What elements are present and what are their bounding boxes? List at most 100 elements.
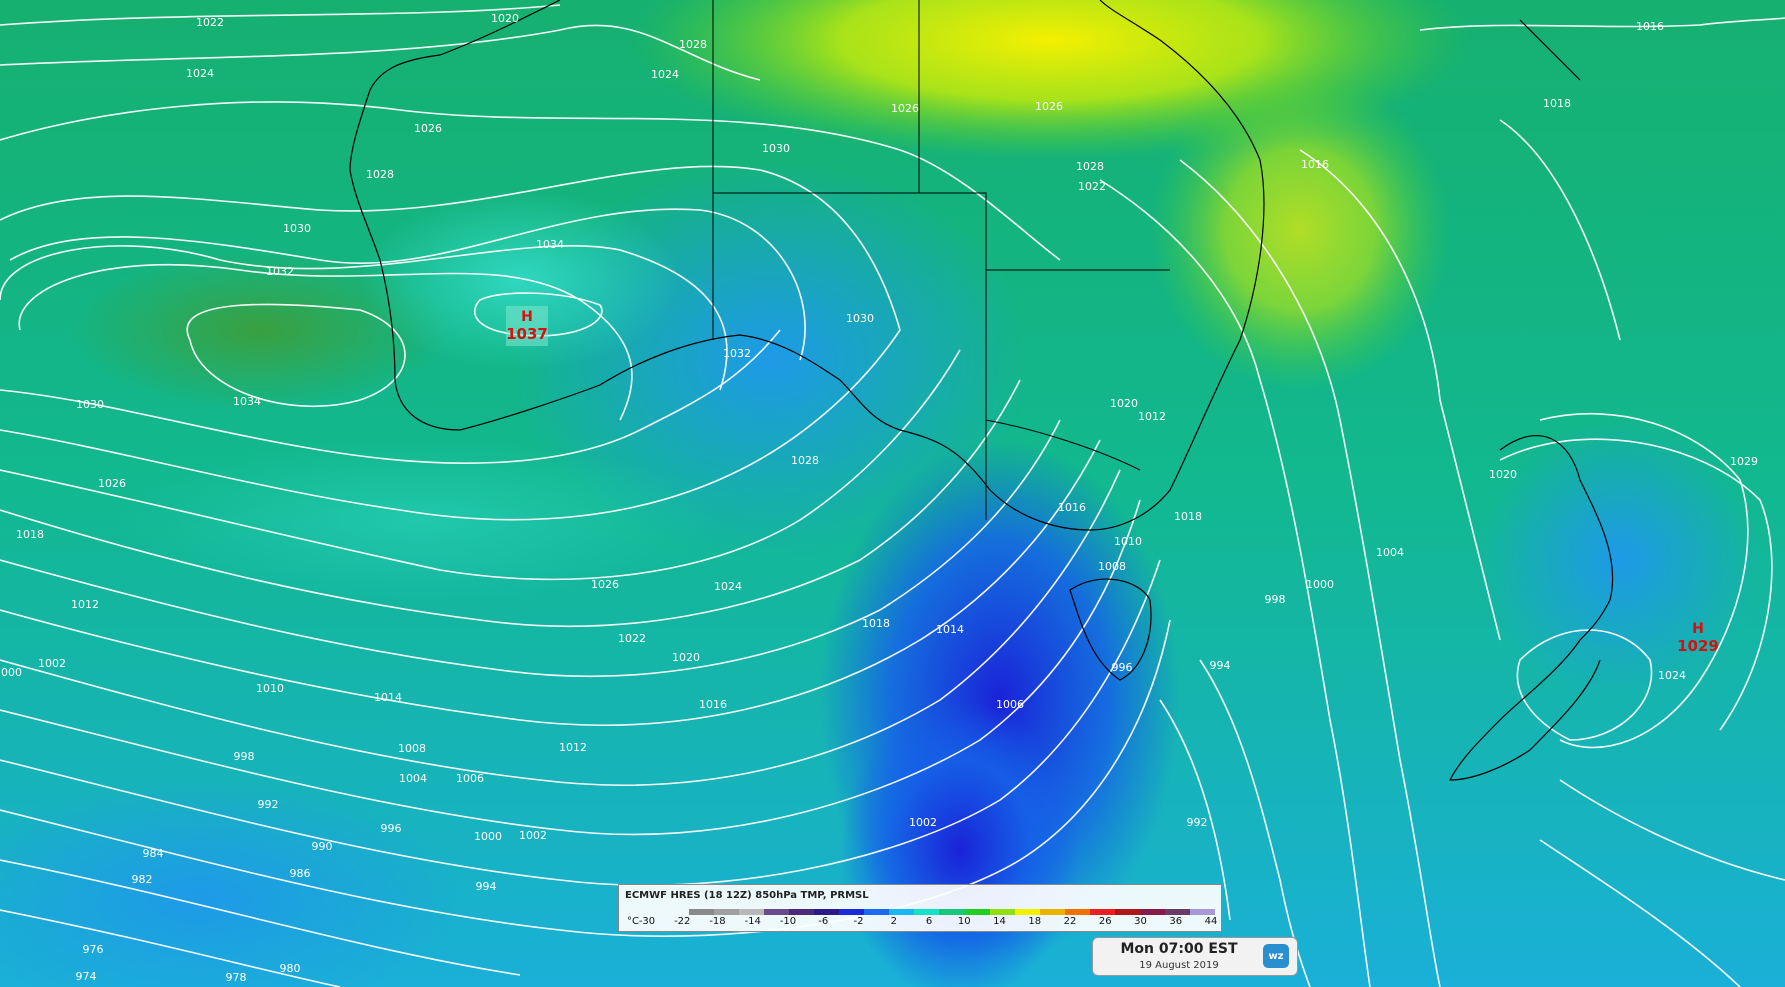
isobar-label: 1028: [1076, 160, 1104, 173]
isobar-label: 1024: [714, 580, 742, 593]
isobar-label: 1002: [38, 657, 66, 670]
isobar-label: 1026: [891, 102, 919, 115]
legend-color-swatch: [764, 909, 790, 915]
legend-color-swatch: [739, 909, 765, 915]
isobar-label: 980: [280, 962, 301, 975]
isobar-label: 1018: [16, 528, 44, 541]
legend-color-swatch: [889, 909, 915, 915]
isobar-label: 986: [290, 867, 311, 880]
legend-unit: °C: [627, 916, 639, 927]
color-scale-legend: ECMWF HRES (18 12Z) 850hPa TMP, PRMSL °C…: [618, 884, 1222, 932]
isobar-label: 1032: [723, 347, 751, 360]
legend-tick-label: -18: [709, 916, 726, 927]
isobar-label: 1006: [456, 772, 484, 785]
isobar-label: 998: [234, 750, 255, 763]
isobar-label: 992: [258, 798, 279, 811]
legend-tick-label: 18: [1028, 916, 1042, 927]
isobar-label: 1024: [651, 68, 679, 81]
isobar-label: 1030: [846, 312, 874, 325]
isobar-label: 1024: [1658, 669, 1686, 682]
legend-color-swatch: [1189, 909, 1215, 915]
isobar-label: 992: [1187, 816, 1208, 829]
legend-color-swatch: [989, 909, 1015, 915]
isobar-label: 990: [312, 840, 333, 853]
isobar-label: 984: [143, 847, 164, 860]
isobar-label: 1020: [672, 651, 700, 664]
legend-color-swatch: [914, 909, 940, 915]
legend-color-swatch: [1139, 909, 1165, 915]
legend-color-swatch: [814, 909, 840, 915]
isobar-label: 996: [1112, 661, 1133, 674]
high-pressure-letter: H: [521, 309, 533, 325]
isobar-label: 1018: [862, 617, 890, 630]
legend-color-bar: [689, 909, 1215, 915]
valid-time-box: Mon 07:00 EST 19 August 2019 wz: [1092, 937, 1298, 976]
isobar-label: 1008: [398, 742, 426, 755]
isobar-label: 998: [1265, 593, 1286, 606]
isobar-label: 994: [1210, 659, 1231, 672]
legend-color-swatch: [939, 909, 965, 915]
isobar-label: 982: [132, 873, 153, 886]
high-pressure-value: 1029: [1677, 637, 1719, 655]
legend-color-swatch: [1039, 909, 1065, 915]
isobar-label: 1029: [1730, 455, 1758, 468]
isobar-label: 1024: [186, 67, 214, 80]
isobar-label: 1010: [1114, 535, 1142, 548]
isobar-label: 1028: [366, 168, 394, 181]
high-pressure-1037-highlight: [506, 306, 548, 346]
isobar-label: 1012: [1138, 410, 1166, 423]
legend-title: ECMWF HRES (18 12Z) 850hPa TMP, PRMSL: [625, 890, 869, 901]
isobar-label: 1016: [1058, 501, 1086, 514]
legend-color-swatch: [1164, 909, 1190, 915]
isobar-label: 1032: [266, 265, 294, 278]
legend-tick-label: -14: [744, 916, 761, 927]
legend-tick-label: 26: [1098, 916, 1112, 927]
isobar-label: 1018: [1543, 97, 1571, 110]
legend-color-swatch: [964, 909, 990, 915]
isobar-label: 1020: [1110, 397, 1138, 410]
isobar-label: 976: [83, 943, 104, 956]
isobar-label: 1012: [559, 741, 587, 754]
legend-tick-label: 6: [925, 916, 933, 927]
legend-tick-label: 2: [890, 916, 897, 927]
isobar-label: 1022: [1078, 180, 1106, 193]
isobar-label: 1010: [256, 682, 284, 695]
legend-ticks: °C -30 -22 -18 -14 -10 -6 -2 2 6 10 14 18 22 26 30 36 44: [621, 916, 1219, 930]
isobar-label: 974: [76, 970, 97, 983]
isobar-label: 1000: [0, 666, 22, 679]
isobar-label: 1002: [909, 816, 937, 829]
isobar-label: 1016: [1636, 20, 1664, 33]
legend-tick-label: -22: [674, 916, 691, 927]
isobar-label: 1000: [1306, 578, 1334, 591]
isobar-label: 1014: [936, 623, 964, 636]
isobar-label: 1020: [1489, 468, 1517, 481]
isobar-label: 1016: [1301, 158, 1329, 171]
legend-tick-label: 44: [1204, 916, 1218, 927]
isobar-label: 1026: [1035, 100, 1063, 113]
isobar-label: 994: [476, 880, 497, 893]
isobar-label: 1008: [1098, 560, 1126, 573]
legend-tick-label: 36: [1169, 916, 1183, 927]
legend-color-swatch: [1064, 909, 1090, 915]
isobar-label: 978: [226, 971, 247, 984]
isobar-label: 996: [381, 822, 402, 835]
isobar-label: 1028: [679, 38, 707, 51]
isobar-label: 1022: [618, 632, 646, 645]
isobar-label: 1016: [699, 698, 727, 711]
legend-color-swatch: [1014, 909, 1040, 915]
legend-tick-label: -10: [779, 916, 797, 927]
isobar-label: 1030: [283, 222, 311, 235]
high-pressure-value: 1037: [506, 325, 548, 343]
isobar-label: 1026: [98, 477, 126, 490]
isobar-label: 1026: [591, 578, 619, 591]
high-pressure-letter: H: [1692, 621, 1704, 637]
legend-tick-label: -6: [818, 916, 829, 927]
isobar-label: 1002: [519, 829, 547, 842]
legend-tick-label: 10: [957, 916, 971, 927]
isobar-label: 1030: [762, 142, 790, 155]
isobar-label: 1026: [414, 122, 442, 135]
isobar-label: 1004: [399, 772, 427, 785]
legend-color-swatch: [1114, 909, 1140, 915]
isobar-label: 1018: [1174, 510, 1202, 523]
